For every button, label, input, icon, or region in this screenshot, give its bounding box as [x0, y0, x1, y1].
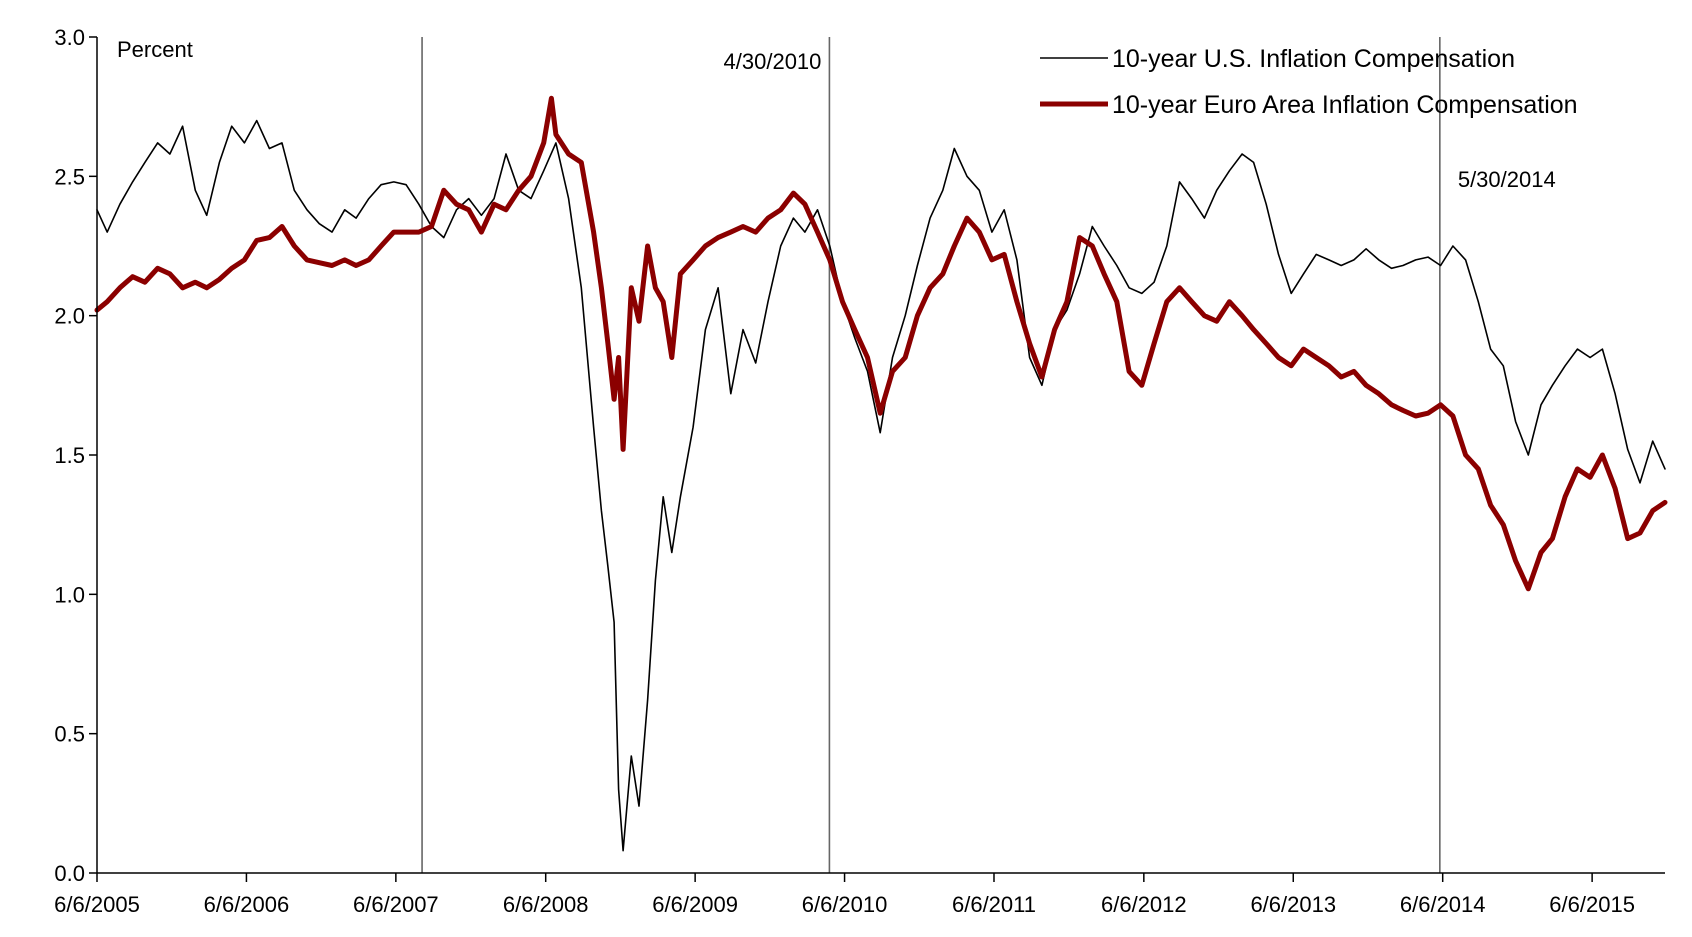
event-label: 5/30/2014 [1458, 167, 1556, 192]
y-tick-label: 0.0 [54, 861, 85, 886]
x-tick-label: 6/6/2012 [1101, 892, 1187, 917]
y-tick-label: 3.0 [54, 25, 85, 50]
event-label: 4/30/2010 [724, 49, 822, 74]
x-tick-label: 6/6/2014 [1400, 892, 1486, 917]
y-tick-label: 2.0 [54, 304, 85, 329]
series-line-euro [94, 95, 1668, 592]
y-tick-label: 0.5 [54, 722, 85, 747]
x-tick-label: 6/6/2010 [802, 892, 888, 917]
x-tick-label: 6/6/2015 [1549, 892, 1635, 917]
x-tick-label: 6/6/2007 [353, 892, 439, 917]
legend-label: 10-year Euro Area Inflation Compensation [1112, 91, 1578, 119]
series-line-us [96, 119, 1666, 852]
x-tick-label: 6/6/2009 [652, 892, 738, 917]
x-tick-label: 6/6/2011 [952, 892, 1036, 917]
legend-label: 10-year U.S. Inflation Compensation [1112, 45, 1515, 73]
y-tick-label: 2.5 [54, 164, 85, 189]
x-tick-label: 6/6/2005 [54, 892, 140, 917]
y-tick-label: 1.0 [54, 582, 85, 607]
y-axis-label: Percent [117, 37, 193, 62]
y-tick-label: 1.5 [54, 443, 85, 468]
x-tick-label: 6/6/2013 [1250, 892, 1336, 917]
x-tick-label: 6/6/2006 [204, 892, 290, 917]
x-tick-label: 6/6/2008 [503, 892, 589, 917]
